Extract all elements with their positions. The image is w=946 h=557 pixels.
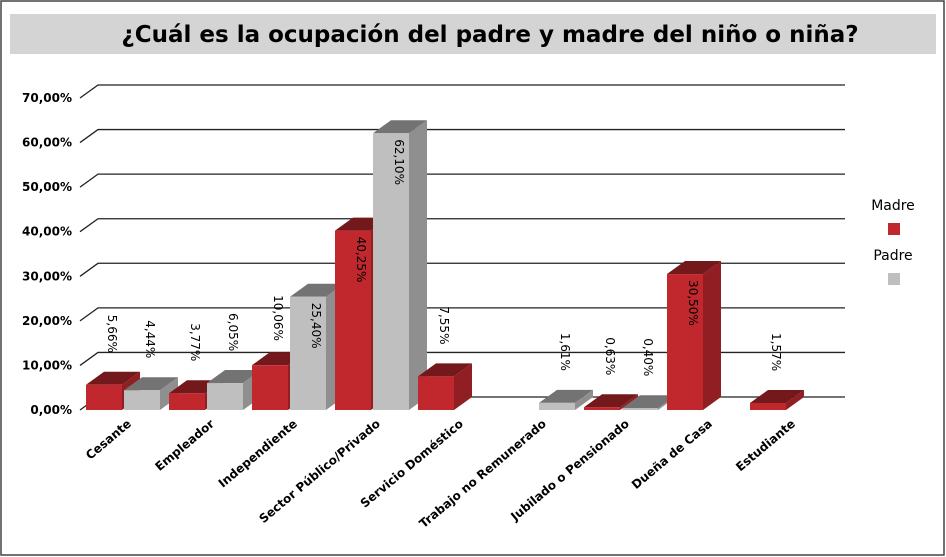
value-label: 30,50% (686, 280, 700, 326)
grid-line (79, 307, 845, 322)
grid-line (79, 218, 845, 233)
bar-front (418, 376, 454, 410)
value-label: 0,40% (641, 338, 655, 376)
bar-front (539, 402, 575, 410)
bar-front (124, 390, 160, 410)
bar-side (409, 120, 427, 410)
bar-top (207, 370, 261, 384)
bar-front (373, 133, 409, 410)
value-label: 62,10% (392, 139, 406, 185)
bar (373, 120, 427, 410)
value-label: 4,44% (143, 320, 157, 358)
bar-front (252, 365, 288, 410)
bar-top (539, 389, 593, 403)
legend-swatch (888, 273, 900, 285)
bar-front (667, 274, 703, 410)
bar-front (335, 230, 371, 410)
value-label: 40,25% (354, 237, 368, 283)
y-tick-label: 0,00% (30, 403, 72, 417)
bar (584, 394, 638, 410)
bar-side (575, 389, 593, 410)
bar-side (703, 261, 721, 410)
y-tick-label: 20,00% (22, 314, 72, 328)
title-band (10, 14, 936, 54)
bar-side (454, 363, 472, 410)
grid-line (79, 84, 845, 99)
grid-line (79, 173, 845, 188)
bar-front (169, 393, 205, 410)
bar-front (622, 408, 658, 410)
bar-side (786, 390, 804, 410)
legend-label: Madre (871, 198, 915, 214)
bar-top (418, 363, 472, 377)
bar-top (124, 377, 178, 391)
bar-top (86, 371, 140, 385)
value-label: 1,57% (769, 333, 783, 371)
bar-top (290, 283, 344, 297)
bar-top (667, 261, 721, 275)
bar-top (622, 395, 676, 409)
value-label: 0,63% (603, 337, 617, 375)
value-label: 1,61% (558, 333, 572, 371)
y-tick-label: 70,00% (22, 91, 72, 105)
value-label: 3,77% (188, 323, 202, 361)
value-label: 10,06% (271, 295, 285, 341)
bar-side (620, 394, 638, 410)
bar (418, 363, 472, 410)
bar-front (750, 403, 786, 410)
y-tick-label: 10,00% (22, 358, 72, 372)
value-label: 5,66% (105, 315, 119, 353)
bar (539, 389, 593, 410)
y-tick-label: 40,00% (22, 225, 72, 239)
grid-line (79, 351, 845, 366)
value-label: 25,40% (309, 303, 323, 349)
bar-top (584, 394, 638, 408)
legend-label: Padre (873, 248, 912, 264)
legend-swatch (888, 223, 900, 235)
bar-top (750, 390, 804, 404)
chart-title: ¿Cuál es la ocupación del padre y madre … (121, 22, 858, 48)
bar-top (373, 120, 427, 134)
grid-line (79, 262, 845, 277)
grid-line (79, 128, 845, 144)
bar (667, 261, 721, 410)
y-tick-label: 50,00% (22, 180, 72, 194)
y-tick-label: 60,00% (22, 136, 72, 150)
bar-front (290, 296, 326, 410)
bar-front (86, 384, 122, 410)
y-tick-label: 30,00% (22, 269, 72, 283)
value-label: 7,55% (437, 306, 451, 344)
bar-front (207, 383, 243, 410)
bar (750, 390, 804, 410)
bar-front (584, 407, 620, 410)
value-label: 6,05% (226, 313, 240, 351)
